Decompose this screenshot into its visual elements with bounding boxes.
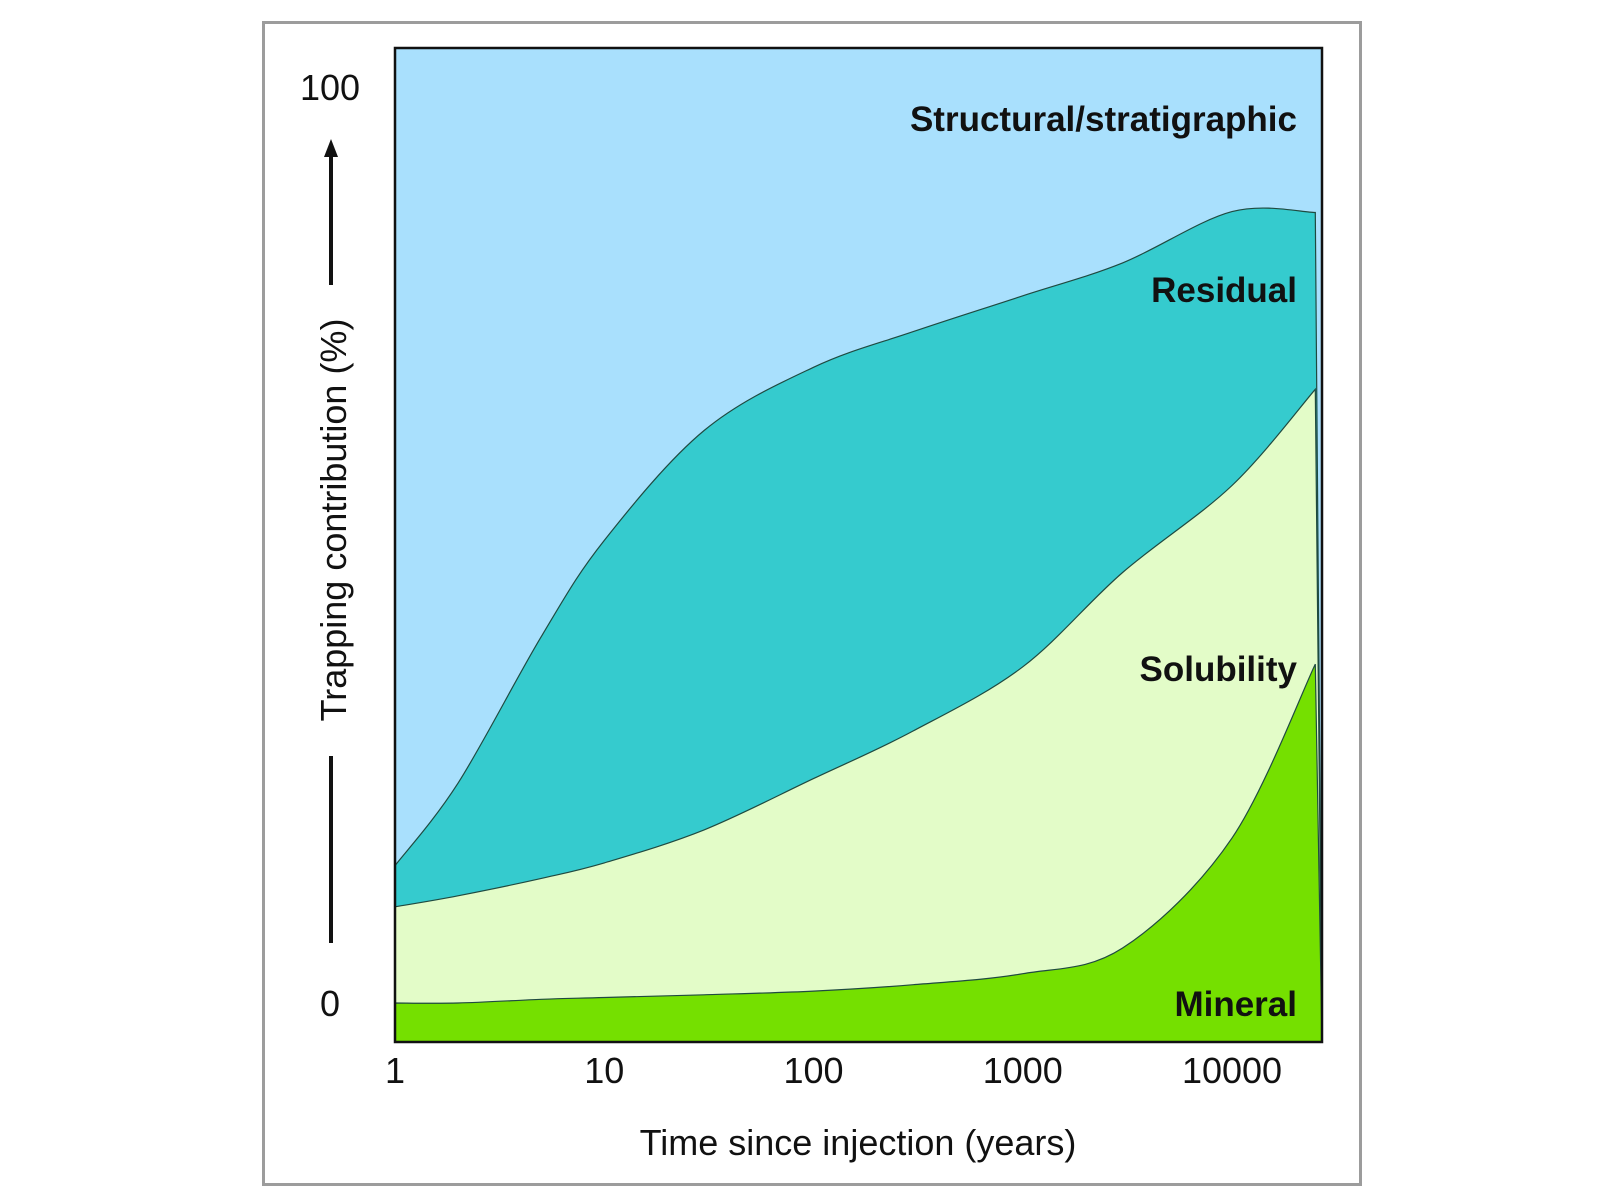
y-axis-title: Trapping contribution (%)	[313, 319, 354, 722]
chart-labels: 1 10 100 1000 10000 0 100 Time since injection …	[300, 67, 1298, 1163]
x-tick-label: 1	[385, 1050, 405, 1091]
x-tick-label: 10	[584, 1050, 624, 1091]
label-residual: Residual	[1151, 271, 1297, 310]
label-mineral: Mineral	[1174, 985, 1297, 1024]
area-solubility	[394, 387, 1323, 1043]
plot-border	[393, 46, 1324, 1044]
figure-frame	[262, 21, 1362, 1186]
x-tick-label: 10000	[1182, 1050, 1282, 1091]
up-arrow-icon	[324, 139, 338, 157]
label-solubility: Solubility	[1140, 650, 1298, 689]
area-mineral	[394, 663, 1323, 1043]
x-axis-title: Time since injection (years)	[640, 1122, 1077, 1163]
y-tick-label: 100	[300, 67, 360, 108]
x-tick-label: 100	[783, 1050, 843, 1091]
label-structural: Structural/stratigraphic	[910, 100, 1297, 139]
y-tick-label: 0	[320, 983, 340, 1024]
x-tick-label: 1000	[983, 1050, 1063, 1091]
area-layers	[394, 48, 1323, 1043]
